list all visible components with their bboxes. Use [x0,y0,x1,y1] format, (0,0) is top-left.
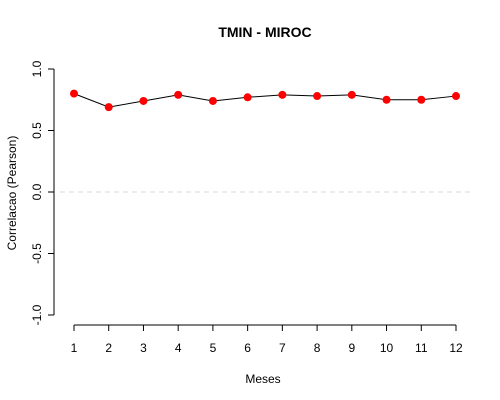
data-point [174,90,183,99]
x-tick-label: 12 [449,341,463,355]
chart-title: TMIN - MIROC [218,24,311,40]
y-tick-label: 0.0 [30,183,44,200]
x-tick-label: 1 [71,341,78,355]
x-tick-label: 5 [210,341,217,355]
axes: -1.0-0.50.00.51.01 2 3 4 5 6 7 8 9 10 11 12 [30,60,463,355]
data-point [347,90,356,99]
x-tick-label: 6 [244,341,251,355]
x-tick-label: 7 [279,341,286,355]
x-axis-label: Meses [245,372,280,386]
data-point [243,93,252,102]
data-point [104,103,113,112]
data-point [452,92,460,101]
x-tick-label: 8 [314,341,321,355]
y-tick-label: -1.0 [30,304,44,325]
data-point [382,95,391,104]
y-tick-label: 1.0 [30,60,44,77]
y-axis-label: Correlacao (Pearson) [5,136,19,251]
x-tick-label: 10 [380,341,394,355]
data-point [278,90,287,99]
data-point [208,96,217,105]
data-point [139,96,148,105]
x-tick-label: 2 [105,341,112,355]
x-tick-label: 3 [140,341,147,355]
series-line [73,93,457,108]
y-tick-label: -0.5 [30,243,44,264]
series-layer [70,89,460,112]
data-point [417,95,426,104]
x-tick-label: 9 [348,341,355,355]
x-tick-label: 11 [415,341,428,355]
y-tick-label: 0.5 [30,122,44,139]
data-point [70,89,78,98]
x-tick-label: 4 [175,341,182,355]
data-point [313,92,322,101]
